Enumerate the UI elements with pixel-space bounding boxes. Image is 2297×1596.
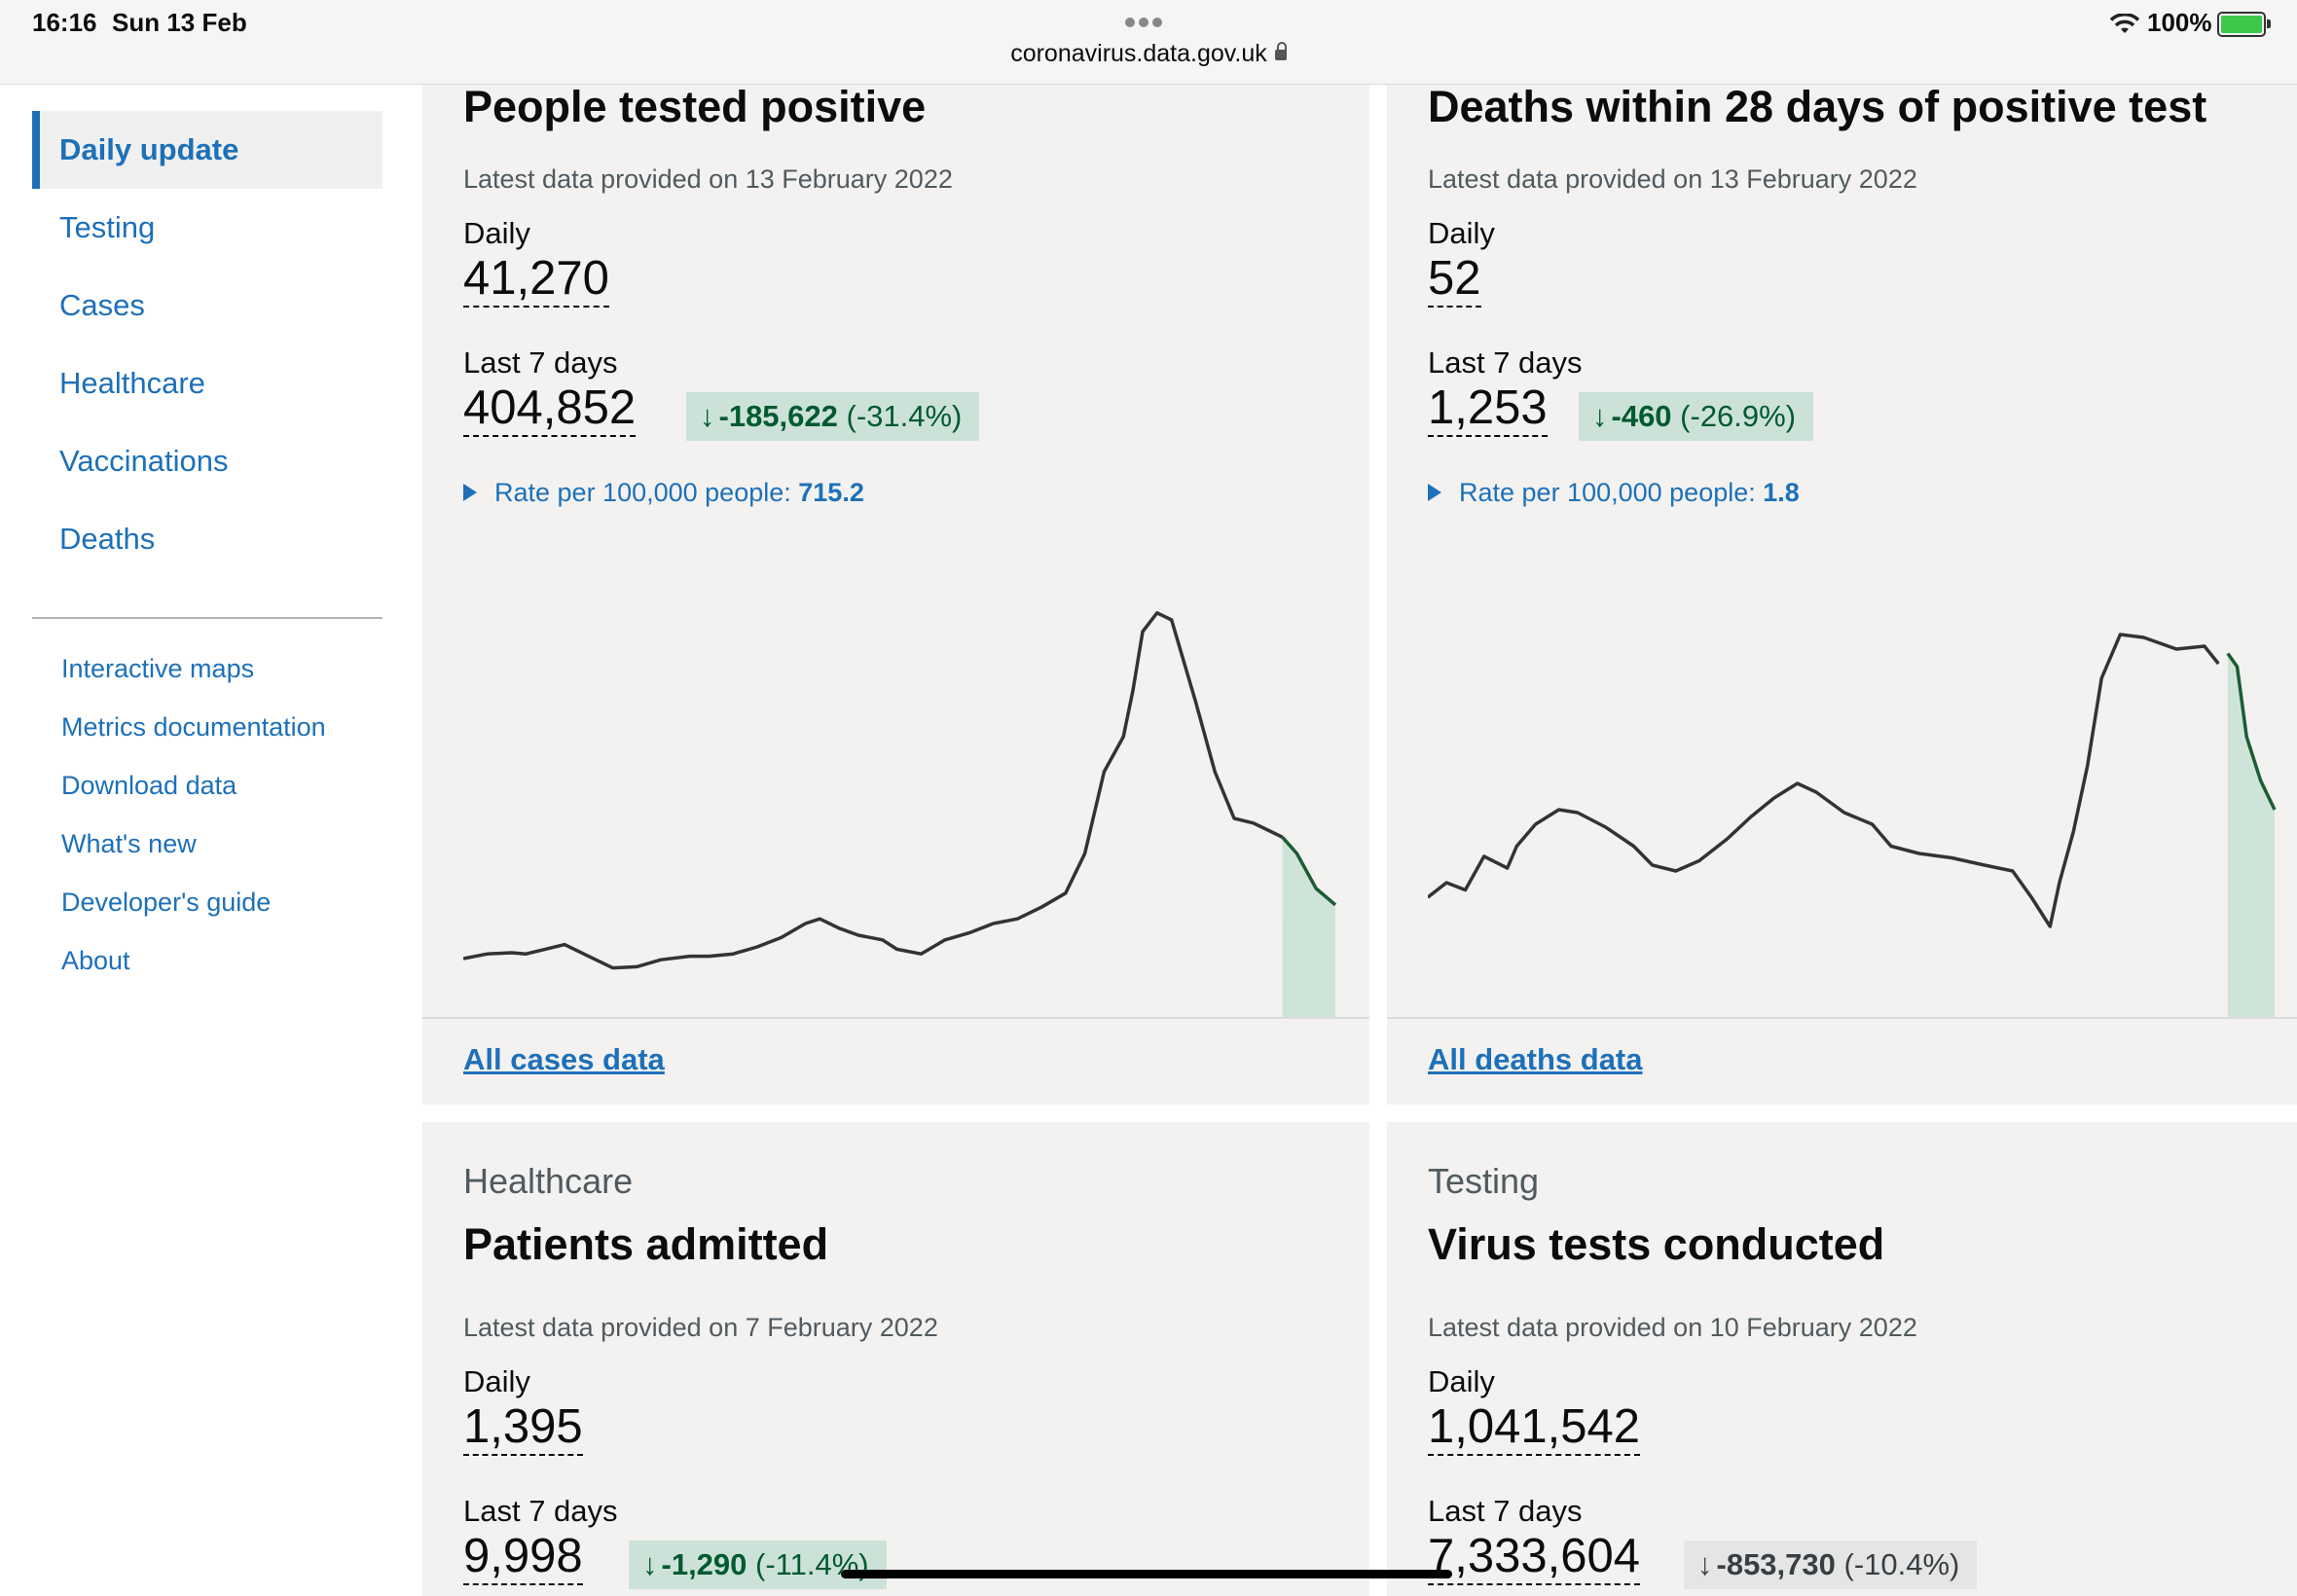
all-deaths-data-link[interactable]: All deaths data <box>1428 1042 1643 1076</box>
testing-card: Testing Virus tests conducted Latest dat… <box>1387 1122 2297 1596</box>
sidebar-item-deaths[interactable]: Deaths <box>59 522 156 556</box>
deaths-chart[interactable]: SepOctNovDecJanFeb <box>1428 562 2284 1087</box>
sidebar-item-healthcare[interactable]: Healthcare <box>59 366 205 400</box>
change-value: -185,622 <box>718 399 838 433</box>
card-title: Deaths within 28 days of positive test <box>1428 82 2207 131</box>
daily-label: Daily <box>463 1364 530 1398</box>
change-badge: ↓ -185,622 (-31.4%) <box>686 392 980 441</box>
card-title: Virus tests conducted <box>1428 1219 1885 1269</box>
daily-value[interactable]: 52 <box>1428 252 1481 308</box>
link-whats-new[interactable]: What's new <box>61 829 197 858</box>
last-7-days-value[interactable]: 404,852 <box>463 381 637 437</box>
change-percent: (-10.4%) <box>1843 1547 1960 1581</box>
last-7-days-label: Last 7 days <box>463 345 618 380</box>
rate-value: 1.8 <box>1763 478 1800 507</box>
rate-value: 715.2 <box>798 478 864 507</box>
arrow-down-icon: ↓ <box>642 1547 658 1581</box>
change-percent: (-31.4%) <box>846 399 963 433</box>
more-dots-icon[interactable] <box>1125 15 1166 32</box>
recent-period-area <box>2227 653 2275 1029</box>
home-indicator[interactable] <box>841 1570 1452 1578</box>
link-interactive-maps[interactable]: Interactive maps <box>61 654 255 683</box>
sidebar-nav: Daily update Testing Cases Healthcare Va… <box>32 111 383 578</box>
change-value: -1,290 <box>661 1547 747 1581</box>
change-badge: ↓ -460 (-26.9%) <box>1579 392 1814 441</box>
healthcare-card: Healthcare Patients admitted Latest data… <box>422 1122 1369 1596</box>
cases-card: People tested positive Latest data provi… <box>422 82 1369 1105</box>
arrow-down-icon: ↓ <box>1592 399 1608 433</box>
daily-label: Daily <box>1428 1364 1495 1398</box>
battery-icon <box>2217 12 2271 37</box>
change-value: -853,730 <box>1716 1547 1836 1581</box>
change-value: -460 <box>1611 399 1672 433</box>
last-7-days-value[interactable]: 1,253 <box>1428 381 1548 437</box>
sidebar-secondary-links: Interactive maps Metrics documentation D… <box>61 642 326 993</box>
address-bar[interactable]: coronavirus.data.gov.uk <box>0 40 2297 68</box>
card-category: Healthcare <box>463 1161 634 1201</box>
daily-value[interactable]: 1,041,542 <box>1428 1400 1640 1456</box>
card-footer: All deaths data <box>1387 1017 2297 1105</box>
cases-chart[interactable]: SepOctNovDecJanFeb <box>463 562 1345 1087</box>
lock-icon <box>1274 41 1287 60</box>
status-time: 16:16 <box>32 8 97 37</box>
last-7-days-label: Last 7 days <box>1428 1494 1583 1528</box>
latest-data-text: Latest data provided on 7 February 2022 <box>463 1313 938 1342</box>
series-line-recent <box>2226 652 2277 811</box>
expand-triangle-icon <box>463 483 477 501</box>
all-cases-data-link[interactable]: All cases data <box>463 1042 665 1076</box>
status-date: Sun 13 Feb <box>112 8 247 37</box>
rate-label: Rate per 100,000 people: <box>1459 478 1756 507</box>
series-line <box>463 611 1284 970</box>
change-badge: ↓ -1,290 (-11.4%) <box>629 1541 887 1589</box>
link-about[interactable]: About <box>61 946 130 975</box>
last-7-days-label: Last 7 days <box>1428 345 1583 380</box>
change-badge: ↓ -853,730 (-10.4%) <box>1684 1541 1978 1589</box>
sidebar-item-daily-update[interactable]: Daily update <box>32 111 383 189</box>
rate-toggle[interactable]: Rate per 100,000 people: 1.8 <box>1428 478 1800 508</box>
link-developers-guide[interactable]: Developer's guide <box>61 888 272 917</box>
arrow-down-icon: ↓ <box>700 399 715 433</box>
rate-label: Rate per 100,000 people: <box>494 478 791 507</box>
series-line-recent <box>1281 836 1337 907</box>
card-title: People tested positive <box>463 82 927 131</box>
status-bar: 16:16 Sun 13 Feb coronavirus.data.gov.uk… <box>0 0 2297 85</box>
wifi-icon <box>2110 14 2139 33</box>
latest-data-text: Latest data provided on 13 February 2022 <box>1428 164 1917 194</box>
link-download-data[interactable]: Download data <box>61 771 237 800</box>
sidebar-item-vaccinations[interactable]: Vaccinations <box>59 444 229 478</box>
card-title: Patients admitted <box>463 1219 829 1269</box>
change-percent: (-26.9%) <box>1680 399 1797 433</box>
last-7-days-value[interactable]: 9,998 <box>463 1530 583 1585</box>
url-text: coronavirus.data.gov.uk <box>1010 40 1267 67</box>
sidebar-divider <box>32 617 383 619</box>
sidebar-item-testing[interactable]: Testing <box>59 210 156 244</box>
sidebar-item-cases[interactable]: Cases <box>59 288 145 322</box>
expand-triangle-icon <box>1428 483 1441 501</box>
last-7-days-value[interactable]: 7,333,604 <box>1428 1530 1640 1585</box>
arrow-down-icon: ↓ <box>1697 1547 1713 1581</box>
daily-value[interactable]: 41,270 <box>463 252 609 308</box>
latest-data-text: Latest data provided on 10 February 2022 <box>1428 1313 1917 1342</box>
daily-label: Daily <box>463 216 530 250</box>
daily-value[interactable]: 1,395 <box>463 1400 583 1456</box>
series-line <box>1428 633 2220 928</box>
battery-percent: 100% <box>2147 8 2212 37</box>
last-7-days-label: Last 7 days <box>463 1494 618 1528</box>
recent-period-area <box>1282 837 1335 1029</box>
latest-data-text: Latest data provided on 13 February 2022 <box>463 164 953 194</box>
link-metrics-documentation[interactable]: Metrics documentation <box>61 712 326 742</box>
rate-toggle[interactable]: Rate per 100,000 people: 715.2 <box>463 478 864 508</box>
daily-label: Daily <box>1428 216 1495 250</box>
deaths-card: Deaths within 28 days of positive test L… <box>1387 82 2297 1105</box>
card-category: Testing <box>1428 1161 1540 1201</box>
card-footer: All cases data <box>422 1017 1369 1105</box>
